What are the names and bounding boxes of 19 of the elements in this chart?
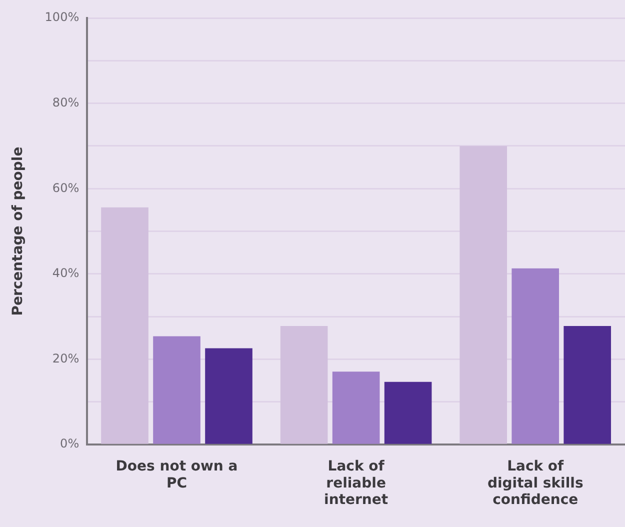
x-tick-label: Does not own a PC <box>116 458 238 492</box>
y-tick-label: 80% <box>52 95 80 110</box>
bar <box>460 146 508 444</box>
x-tick-label: Lack of digital skills confidence <box>487 458 584 508</box>
bar <box>384 382 432 444</box>
x-tick-label: Lack of reliable internet <box>324 458 388 508</box>
bar <box>101 207 148 444</box>
bar <box>153 336 200 444</box>
y-tick-label: 100% <box>44 10 80 24</box>
y-tick-label: 0% <box>60 436 80 451</box>
bar <box>512 268 560 444</box>
y-tick-label: 40% <box>52 266 80 280</box>
bar <box>564 326 612 444</box>
bar <box>332 372 380 444</box>
y-axis-title: Percentage of people <box>10 146 26 316</box>
y-tick-label: 60% <box>52 180 80 195</box>
bar <box>205 348 252 444</box>
y-tick-label: 20% <box>52 351 80 366</box>
bar <box>280 326 328 444</box>
